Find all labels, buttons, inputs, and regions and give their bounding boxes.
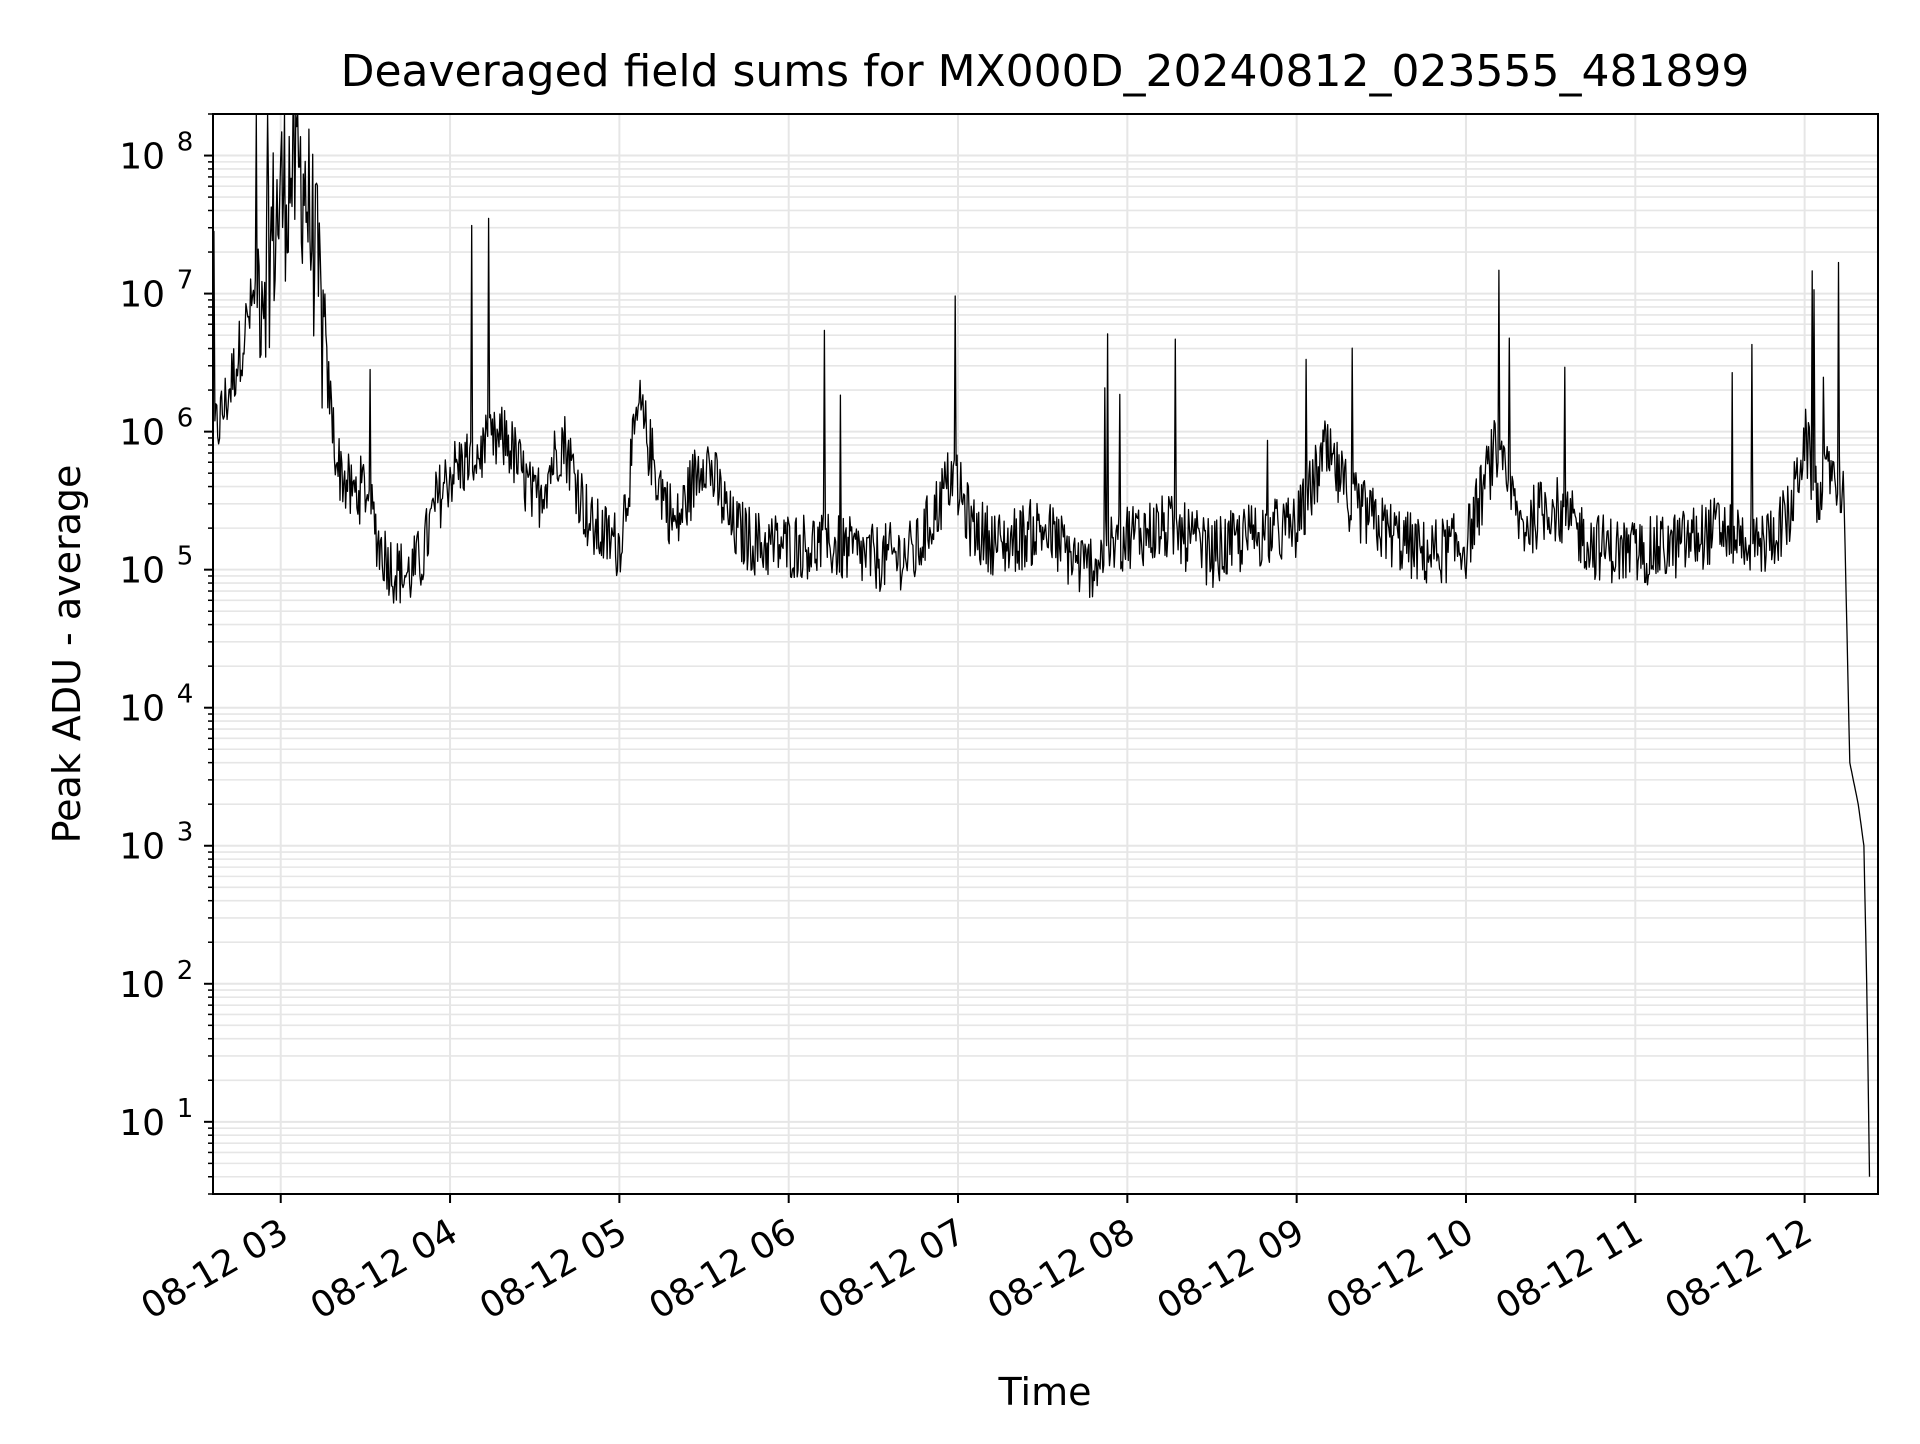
- y-tick-label: 10: [119, 1103, 165, 1144]
- series-line: [212, 113, 1871, 1177]
- y-tick-label: 10: [119, 689, 165, 730]
- y-tick-label: 10: [119, 551, 165, 592]
- y-tick-label: 10: [119, 413, 165, 454]
- y-tick-exponent: 3: [177, 818, 194, 848]
- y-tick-label: 10: [119, 137, 165, 178]
- y-tick-exponent: 5: [177, 542, 194, 572]
- y-tick-label: 10: [119, 827, 165, 868]
- line-layer: [212, 113, 1871, 1177]
- chart-title: Deaveraged field sums for MX000D_2024081…: [341, 46, 1750, 97]
- x-axis-label: Time: [998, 1370, 1092, 1414]
- y-tick-exponent: 8: [177, 128, 194, 158]
- y-tick-label: 10: [119, 965, 165, 1006]
- plot-frame: [212, 113, 1879, 1195]
- y-axis-label: Peak ADU - average: [45, 465, 89, 844]
- y-tick-label: 10: [119, 275, 165, 316]
- y-tick-exponent: 7: [177, 266, 194, 296]
- y-tick-exponent: 1: [177, 1094, 194, 1124]
- y-tick-exponent: 2: [177, 956, 194, 986]
- y-tick-exponent: 6: [177, 404, 194, 434]
- y-tick-exponent: 4: [177, 680, 194, 710]
